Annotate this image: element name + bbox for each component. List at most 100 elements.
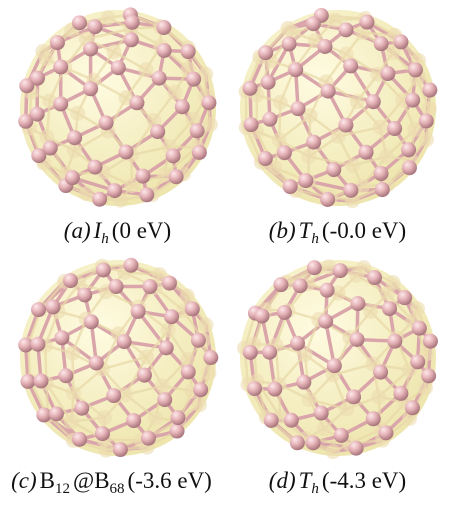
atom <box>193 382 208 397</box>
atom <box>293 278 308 293</box>
atom <box>124 32 139 47</box>
atom <box>83 81 98 96</box>
atom <box>129 95 144 110</box>
atom <box>139 62 154 77</box>
atom <box>375 182 390 197</box>
atom <box>326 444 341 459</box>
atom <box>277 145 292 160</box>
atom <box>321 84 336 99</box>
atom <box>30 337 45 352</box>
atom <box>379 149 394 164</box>
caption-part: T <box>299 218 312 243</box>
atom <box>421 368 436 383</box>
cluster-art <box>0 0 453 506</box>
atom <box>198 317 213 332</box>
atom <box>301 149 316 164</box>
atom <box>30 71 45 86</box>
atom <box>202 366 217 381</box>
caption-part: h <box>311 231 319 247</box>
atom <box>79 186 94 201</box>
atom <box>334 428 349 443</box>
atom <box>363 304 378 319</box>
atom <box>339 22 354 37</box>
atom <box>97 410 112 425</box>
atom <box>83 41 98 56</box>
atom <box>84 314 99 329</box>
atom <box>373 365 388 380</box>
atom <box>366 94 381 109</box>
atom <box>262 345 277 360</box>
atom <box>89 356 104 371</box>
atom <box>374 36 389 51</box>
atom <box>283 179 298 194</box>
atom <box>307 260 322 275</box>
atom <box>77 287 92 302</box>
caption-part: (-3.6 eV) <box>128 468 212 493</box>
atom <box>74 401 89 416</box>
atom <box>288 62 303 77</box>
atom <box>419 132 434 147</box>
atom <box>402 160 417 175</box>
atom <box>113 442 128 457</box>
atom <box>107 183 122 198</box>
atom <box>192 145 207 160</box>
atom <box>277 305 292 320</box>
atom <box>359 15 374 30</box>
atom <box>106 44 121 59</box>
caption-part: (-4.3 eV) <box>322 468 406 493</box>
atom <box>346 158 361 173</box>
atom <box>65 170 80 185</box>
atom <box>64 414 79 429</box>
atom <box>175 99 190 114</box>
atom <box>49 406 64 421</box>
atom <box>30 107 45 122</box>
atom <box>386 275 401 290</box>
atom <box>152 71 167 86</box>
atom <box>170 424 185 439</box>
atom <box>281 21 296 36</box>
atom <box>150 124 165 139</box>
caption-part: (-0.0 eV) <box>322 218 406 243</box>
atom <box>320 192 335 207</box>
atom <box>162 276 177 291</box>
atom <box>282 36 297 51</box>
atom <box>142 279 157 294</box>
atom <box>380 66 395 81</box>
atom <box>203 117 218 132</box>
atom <box>166 148 181 163</box>
atom <box>148 410 163 425</box>
atom <box>157 43 172 58</box>
atom <box>99 443 114 458</box>
atom <box>273 277 288 292</box>
atom <box>106 388 121 403</box>
atom <box>349 441 364 456</box>
atom <box>63 273 78 288</box>
atom <box>192 397 207 412</box>
atom <box>359 145 374 160</box>
atom <box>401 142 416 157</box>
atom <box>273 95 288 110</box>
atom <box>167 85 182 100</box>
atom <box>101 10 116 25</box>
atom <box>92 192 107 207</box>
atom <box>159 340 174 355</box>
atom <box>410 301 425 316</box>
atom <box>373 120 388 135</box>
atom <box>43 141 58 156</box>
atom <box>186 72 201 87</box>
caption-part: @B <box>73 468 110 493</box>
panel-label: (a) <box>64 218 91 243</box>
atom <box>317 39 332 54</box>
caption: (a)Ih(0 eV) <box>6 218 232 248</box>
atom <box>367 270 382 285</box>
atom <box>191 333 206 348</box>
atom <box>161 323 176 338</box>
atom <box>397 290 412 305</box>
caption-part: 68 <box>110 481 125 497</box>
atom <box>262 112 277 127</box>
atom <box>185 301 200 316</box>
atom <box>333 263 348 278</box>
atom <box>137 368 152 383</box>
atom <box>314 406 329 421</box>
atom <box>181 44 196 59</box>
